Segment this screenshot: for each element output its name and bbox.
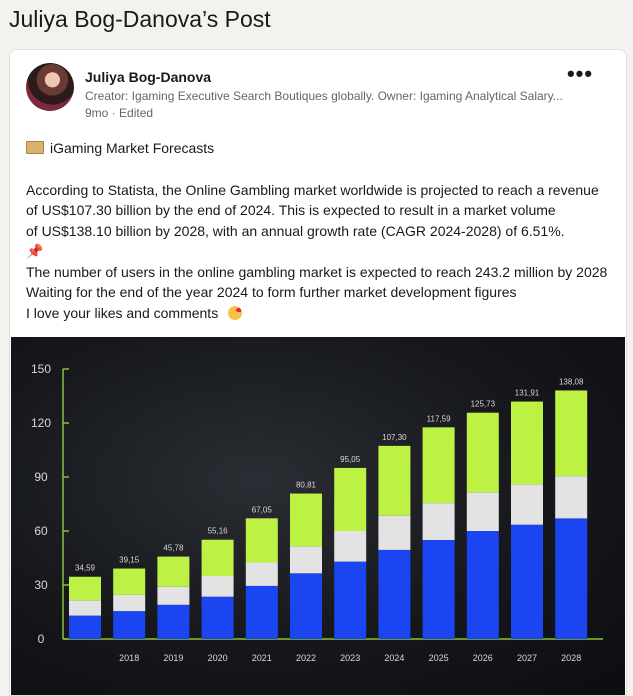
bar-segment-gray: [290, 546, 322, 574]
bar-value-label: 45,78: [163, 544, 184, 553]
bar-segment-green: [334, 467, 367, 531]
bar-segment-blue: [378, 549, 411, 639]
bar-segment-blue: [69, 615, 101, 639]
y-tick-label: 60: [34, 524, 48, 538]
kiss-emoji-icon: [228, 305, 243, 320]
post-heading: iGaming Market Forecasts: [26, 138, 616, 159]
bar-value-label: 138,08: [559, 377, 584, 386]
bar-segment-blue: [157, 604, 190, 639]
bar-segment-gray: [378, 515, 411, 550]
meta-separator: ·: [111, 106, 120, 120]
pin-icon: 📌: [26, 243, 44, 259]
bar-value-label: 95,05: [340, 455, 361, 464]
author-name[interactable]: Juliya Bog-Danova: [85, 69, 212, 85]
bar-segment-gray: [466, 492, 499, 531]
avatar[interactable]: [26, 63, 74, 111]
bar-value-label: 67,05: [252, 505, 273, 514]
bar-value-label: 39,15: [119, 556, 140, 565]
x-tick-label: 2019: [163, 653, 183, 663]
bar-segment-green: [511, 401, 543, 485]
bar-segment-blue: [290, 573, 322, 639]
bar-segment-gray: [422, 503, 455, 540]
post-line-2: of US$107.30 billion by the end of 2024.…: [26, 202, 556, 218]
pin-line: 📌: [26, 241, 616, 262]
x-tick-label: 2024: [384, 653, 404, 663]
bar-value-label: 55,16: [208, 527, 229, 536]
x-tick-label: 2021: [252, 653, 272, 663]
bar-segment-green: [201, 539, 234, 576]
y-tick-label: 150: [31, 362, 51, 376]
bar-segment-blue: [245, 585, 278, 639]
bar-segment-green: [555, 390, 588, 477]
bar-value-label: 117,59: [427, 414, 451, 423]
bar-segment-blue: [511, 524, 543, 639]
bar-segment-gray: [555, 476, 588, 519]
y-tick-label: 0: [38, 632, 45, 646]
bar-value-label: 80,81: [296, 481, 317, 490]
y-tick-label: 30: [34, 578, 48, 592]
bar-segment-gray: [245, 562, 278, 586]
bar-segment-green: [290, 493, 322, 547]
post-line-1: According to Statista, the Online Gambli…: [26, 181, 599, 198]
bar-segment-blue: [113, 611, 146, 639]
love-text: I love your likes and comments: [26, 304, 219, 321]
author-headline: Creator: Igaming Executive Search Boutiq…: [85, 89, 563, 103]
bar-segment-blue: [466, 531, 499, 639]
bar-value-label: 107,30: [382, 433, 407, 442]
bar-value-label: 125,73: [471, 400, 496, 409]
x-tick-label: 2028: [561, 653, 581, 663]
edited-label: Edited: [119, 106, 154, 120]
bar-segment-blue: [422, 540, 455, 639]
bar-segment-blue: [555, 518, 588, 639]
bar-segment-green: [69, 576, 101, 601]
bar-value-label: 131,91: [515, 389, 540, 398]
post-card: Juliya Bog-Danova Creator: Igaming Execu…: [9, 49, 627, 696]
bar-segment-green: [422, 427, 455, 504]
bar-segment-green: [378, 445, 411, 516]
bar-segment-gray: [157, 586, 190, 605]
post-line-waiting: Waiting for the end of the year 2024 to …: [26, 284, 517, 300]
market-chart: 0 30 60 90 120 150 34,59 39,15 2018 45,78 2019 55,1…: [31, 362, 603, 663]
post-heading-text: iGaming Market Forecasts: [50, 140, 215, 156]
bar-segment-green: [466, 412, 499, 493]
post-time: 9mo: [85, 106, 109, 120]
post-body: iGaming Market Forecasts According to St…: [26, 138, 616, 323]
bar-value-label: 34,59: [75, 564, 96, 573]
y-tick-label: 90: [34, 470, 48, 484]
bar-segment-gray: [69, 600, 101, 616]
x-tick-label: 2023: [340, 653, 360, 663]
post-meta: 9mo · Edited: [85, 106, 153, 120]
bar-segment-blue: [201, 596, 234, 639]
chart-image[interactable]: 0 30 60 90 120 150 34,59 39,15 2018 45,78 2019 55,1…: [11, 337, 625, 695]
more-options-button[interactable]: •••: [566, 61, 594, 86]
bar-segment-gray: [201, 576, 234, 597]
money-icon: [26, 141, 44, 154]
x-tick-label: 2026: [473, 653, 493, 663]
bar-segment-gray: [511, 484, 543, 525]
x-tick-label: 2020: [208, 653, 228, 663]
post-line-users: The number of users in the online gambli…: [26, 263, 608, 280]
x-tick-label: 2022: [296, 653, 316, 663]
x-tick-label: 2018: [119, 653, 139, 663]
bar-segment-gray: [334, 531, 367, 562]
y-tick-label: 120: [31, 416, 51, 430]
bar-segment-gray: [113, 594, 146, 612]
x-tick-label: 2027: [517, 653, 537, 663]
bar-segment-green: [245, 518, 278, 563]
x-tick-label: 2025: [429, 653, 449, 663]
bar-segment-green: [157, 556, 190, 587]
post-line-3: of US$138.10 billion by 2028, with an an…: [26, 222, 565, 239]
post-line-love: I love your likes and comments: [26, 303, 616, 324]
bar-segment-green: [113, 568, 146, 595]
bar-segment-blue: [334, 561, 367, 639]
page-title: Juliya Bog-Danova’s Post: [9, 6, 271, 32]
